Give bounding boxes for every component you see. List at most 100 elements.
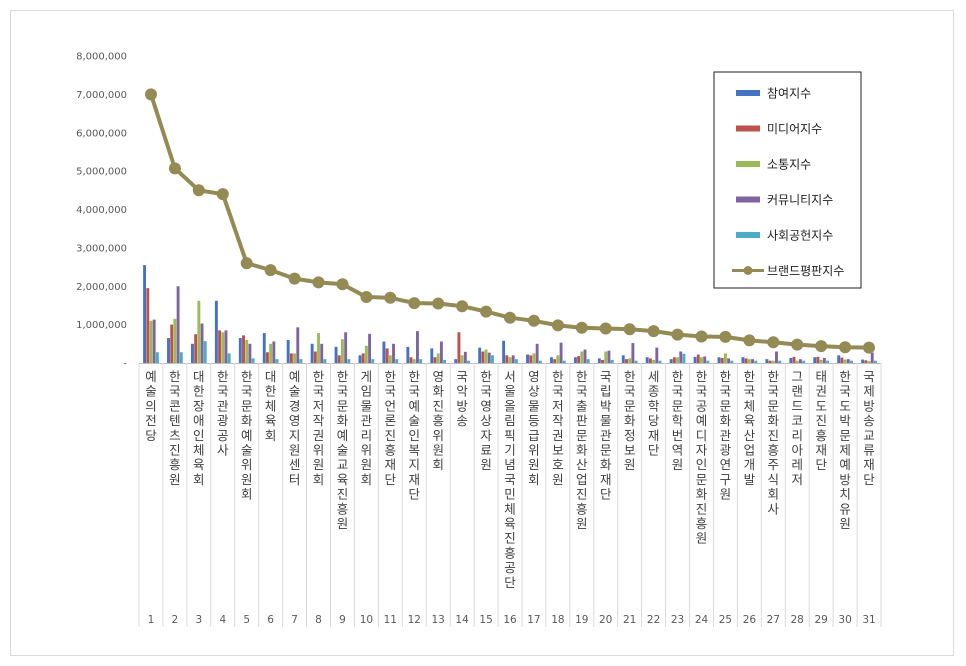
rank-label: 29: [815, 614, 828, 626]
line-point: [312, 276, 325, 289]
y-tick-label: 7,000,000: [76, 90, 127, 101]
bar-미디어지수: [720, 358, 724, 363]
legend-swatch: [736, 90, 760, 96]
bar-소통지수: [771, 360, 775, 363]
bar-사회공헌지수: [706, 360, 710, 363]
bar-커뮤니티지수: [176, 286, 180, 363]
legend-box: [713, 71, 862, 289]
bar-참여지수: [669, 359, 673, 363]
rank-label: 4: [219, 614, 226, 626]
line-point: [719, 330, 732, 343]
bar-사회공헌지수: [562, 360, 566, 363]
bar-소통지수: [532, 353, 536, 363]
rank-label: 22: [647, 614, 660, 626]
rank-label: 13: [432, 614, 445, 626]
bar-미디어지수: [457, 332, 461, 363]
bar-소통지수: [676, 357, 679, 363]
bar-미디어지수: [409, 357, 413, 363]
bar-소통지수: [173, 318, 177, 363]
bar-소통지수: [580, 351, 584, 363]
rank-label: 18: [551, 614, 564, 626]
y-tick-label: 5,000,000: [76, 167, 127, 178]
bar-소통지수: [460, 355, 464, 363]
bar-사회공헌지수: [730, 360, 734, 363]
line-series: [145, 88, 875, 354]
line-point: [336, 278, 349, 291]
bar-미디어지수: [289, 353, 293, 363]
bar-참여지수: [789, 358, 793, 363]
legend-swatch: [736, 232, 760, 238]
bar-커뮤니티지수: [368, 333, 372, 363]
bar-참여지수: [190, 343, 194, 363]
bar-참여지수: [502, 340, 506, 363]
bar-미디어지수: [170, 324, 174, 364]
line-point: [192, 184, 205, 197]
bar-미디어지수: [696, 354, 700, 363]
bar-커뮤니티지수: [822, 358, 826, 363]
bar-커뮤니티지수: [248, 343, 252, 363]
bar-사회공헌지수: [299, 359, 303, 363]
bar-커뮤니티지수: [416, 331, 419, 363]
bar-참여지수: [214, 300, 218, 363]
bar-참여지수: [167, 338, 170, 363]
bar-소통지수: [317, 333, 320, 363]
bar-소통지수: [197, 300, 201, 363]
rank-label: 2: [172, 614, 179, 626]
line-point: [551, 319, 564, 332]
bar-커뮤니티지수: [655, 347, 659, 363]
chart-frame: - 1,000,000 2,000,000 3,000,000 4,000,000 5,0…: [10, 10, 954, 656]
bar-참여지수: [813, 357, 817, 363]
line-point: [743, 334, 756, 347]
legend-swatch: [736, 196, 760, 203]
bar-참여지수: [262, 333, 266, 363]
rank-label: 20: [599, 614, 612, 626]
line-point: [360, 291, 373, 303]
bar-사회공헌지수: [395, 359, 399, 363]
bar-미디어지수: [361, 353, 365, 363]
rank-label: 31: [862, 614, 875, 626]
bar-커뮤니티지수: [439, 341, 443, 363]
line-point: [216, 188, 229, 201]
rank-label: 5: [243, 614, 250, 626]
bar-커뮤니티지수: [535, 343, 539, 363]
bar-참여지수: [334, 346, 338, 363]
bar-커뮤니티지수: [846, 359, 850, 363]
bar-커뮤니티지수: [320, 343, 324, 363]
bar-사회공헌지수: [514, 359, 518, 363]
bar-사회공헌지수: [682, 353, 686, 363]
bar-사회공헌지수: [419, 359, 423, 363]
line-point: [408, 297, 421, 310]
bar-미디어지수: [146, 288, 150, 363]
bar-참여지수: [406, 346, 410, 363]
line-point: [480, 305, 493, 318]
rank-label: 6: [267, 614, 274, 626]
y-tick-label: 2,000,000: [76, 282, 127, 293]
y-tick-label: 4,000,000: [76, 205, 127, 216]
bar-커뮤니티지수: [751, 359, 754, 363]
bar-참여지수: [526, 354, 529, 363]
bar-참여지수: [430, 348, 434, 363]
line-point: [240, 257, 253, 270]
rank-label: 24: [695, 614, 709, 626]
bar-소통지수: [652, 359, 656, 363]
rank-label: 17: [527, 614, 540, 626]
rank-label: 1: [148, 614, 155, 626]
bar-미디어지수: [266, 352, 269, 363]
bar-커뮤니티지수: [224, 330, 228, 363]
line-point: [671, 328, 684, 341]
x-axis: 예 술 의 전 당 1 한 국 콘 텐 츠 진 흥 원 2 대 한 장 애 인 체 육 회 3 한 국 관 광 공 사 4 한 국 문 화 예 술 위 원 회…: [138, 363, 882, 627]
